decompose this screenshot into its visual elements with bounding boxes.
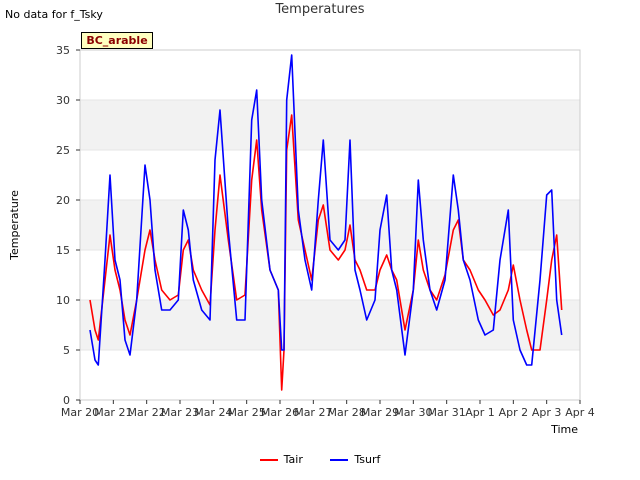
legend: Tair Tsurf [0,453,640,466]
x-tick-label-2: Mar 22 [128,406,166,419]
site-tag: BC_arable [81,32,153,49]
x-tick-label-4: Mar 24 [194,406,232,419]
x-tick-label-9: Mar 29 [361,406,399,419]
band-0 [80,300,580,350]
x-tick-label-11: Mar 31 [428,406,466,419]
x-tick-label-8: Mar 28 [328,406,366,419]
legend-item-tair: Tair [259,453,303,466]
x-tick-label-3: Mar 23 [161,406,199,419]
x-axis-label: Time [550,423,578,436]
x-tick-label-13: Apr 2 [499,406,529,419]
x-tick-label-1: Mar 21 [94,406,132,419]
x-tick-label-0: Mar 20 [61,406,99,419]
x-tick-label-5: Mar 25 [228,406,266,419]
legend-item-tsurf: Tsurf [330,453,380,466]
legend-label-tair: Tair [283,453,303,466]
x-tick-label-14: Apr 3 [532,406,562,419]
x-tick-label-6: Mar 26 [261,406,299,419]
x-tick-label-7: Mar 27 [294,406,332,419]
band-1 [80,200,580,250]
y-tick-label-4: 20 [56,194,70,207]
legend-swatch-tair [259,459,278,461]
y-tick-label-1: 5 [63,344,70,357]
y-tick-label-0: 0 [63,394,70,407]
y-tick-label-3: 15 [56,244,70,257]
x-tick-label-15: Apr 4 [565,406,595,419]
y-tick-label-7: 35 [56,44,70,57]
plot-frame [79,49,581,401]
y-tick-label-6: 30 [56,94,70,107]
legend-label-tsurf: Tsurf [354,453,381,466]
y-tick-label-5: 25 [56,144,70,157]
chart-title: Temperatures [275,2,365,17]
x-tick-label-12: Apr 1 [465,406,495,419]
legend-swatch-tsurf [330,459,349,461]
series-line-tsurf [89,54,563,366]
series-layer [89,54,563,391]
series-line-tair [89,114,563,391]
no-data-note: No data for f_Tsky [5,8,103,21]
x-tick-label-10: Mar 30 [394,406,432,419]
y-tick-label-2: 10 [56,294,70,307]
band-2 [80,100,580,150]
y-axis-label: Temperature [8,190,21,261]
